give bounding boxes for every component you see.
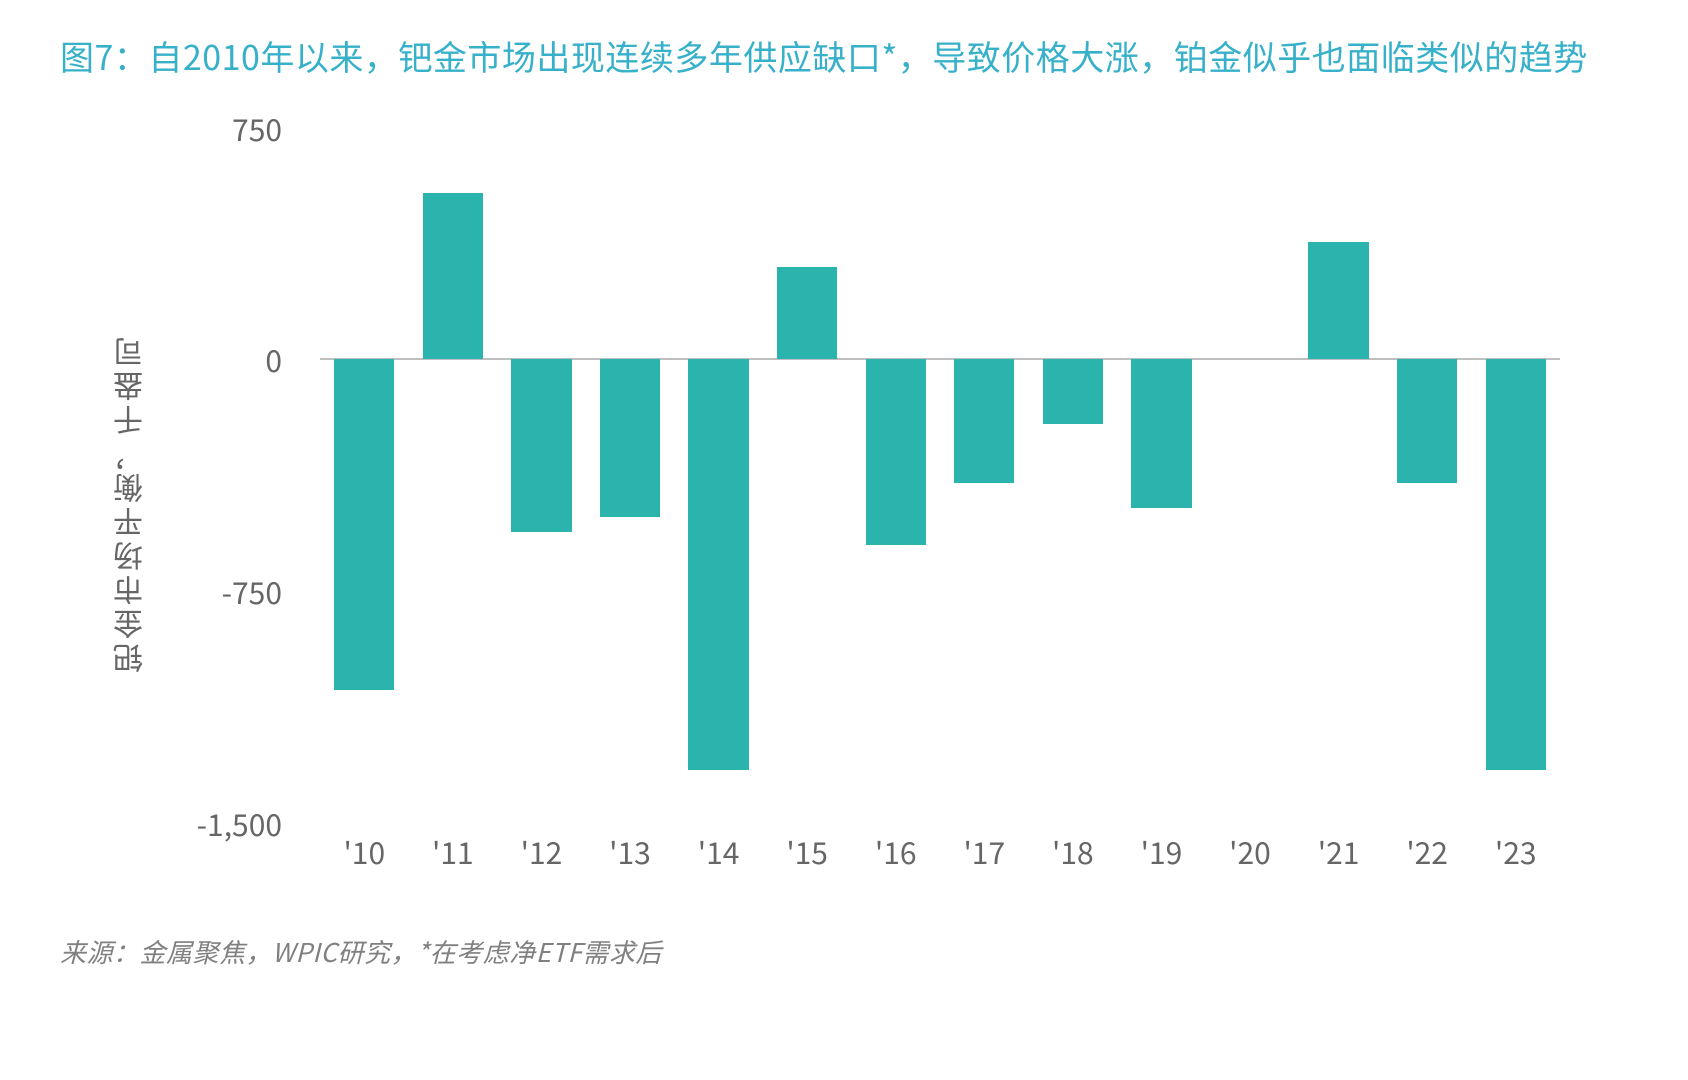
y-tick-label: -1,500	[197, 801, 300, 845]
plot-area	[320, 128, 1560, 823]
bar	[777, 267, 837, 360]
bar	[688, 359, 748, 770]
bar	[423, 193, 483, 360]
bar	[866, 359, 926, 544]
bar	[954, 359, 1014, 483]
x-tick-label: '10	[343, 829, 385, 873]
page-root: 图7：自2010年以来，钯金市场出现连续多年供应缺口*，导致价格大涨，铂金似乎也…	[0, 0, 1688, 1080]
y-tick-label: -750	[222, 569, 300, 613]
x-tick-label: '11	[432, 829, 474, 873]
x-tick-label: '15	[786, 829, 828, 873]
y-tick-label: 0	[265, 337, 300, 381]
bar	[1131, 359, 1191, 507]
x-tick-label: '19	[1141, 829, 1183, 873]
chart-container: 钯金市场平衡，千盎司 7500-750-1,500'10'11'12'13'14…	[160, 113, 1580, 893]
x-tick-label: '13	[609, 829, 651, 873]
x-tick-label: '23	[1495, 829, 1537, 873]
bar	[1043, 359, 1103, 424]
bar	[1308, 242, 1368, 359]
bar	[334, 359, 394, 690]
bar	[1486, 359, 1546, 770]
x-tick-label: '12	[521, 829, 563, 873]
bar	[1397, 359, 1457, 483]
bar	[511, 359, 571, 532]
x-tick-label: '17	[963, 829, 1005, 873]
y-axis-label: 钯金市场平衡，千盎司	[106, 333, 150, 673]
x-tick-label: '21	[1318, 829, 1360, 873]
y-tick-label: 750	[232, 106, 300, 150]
x-tick-label: '22	[1406, 829, 1448, 873]
x-tick-label: '18	[1052, 829, 1094, 873]
x-tick-label: '16	[875, 829, 917, 873]
x-tick-label: '20	[1229, 829, 1271, 873]
zero-axis-line	[320, 358, 1560, 360]
chart-title: 图7：自2010年以来，钯金市场出现连续多年供应缺口*，导致价格大涨，铂金似乎也…	[60, 30, 1628, 83]
bar	[600, 359, 660, 517]
source-note: 来源：金属聚焦，WPIC研究，*在考虑净ETF需求后	[60, 933, 1628, 970]
x-tick-label: '14	[698, 829, 740, 873]
